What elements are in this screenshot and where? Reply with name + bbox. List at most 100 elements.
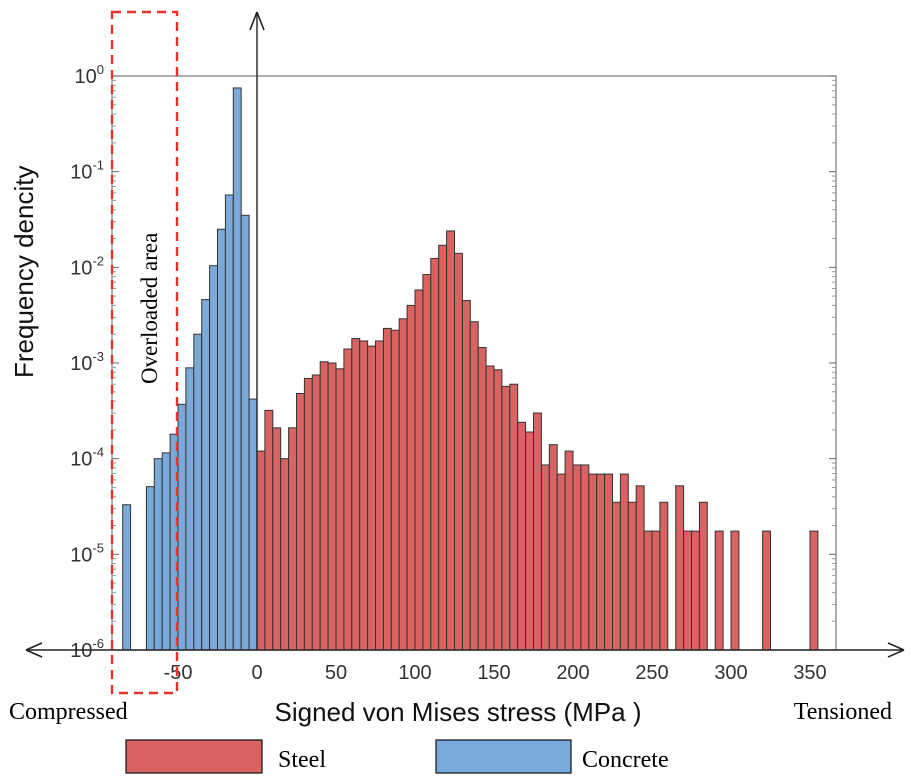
steel-bar: [675, 485, 685, 651]
steel-bar: [612, 501, 621, 651]
steel-bar: [501, 385, 511, 651]
concrete-bar: [248, 398, 258, 651]
steel-bar: [280, 458, 290, 651]
steel-bar: [469, 321, 479, 651]
steel-bar: [461, 300, 471, 651]
steel-bar: [548, 444, 558, 651]
steel-bar: [564, 450, 574, 651]
x-tick-label: 200: [556, 662, 589, 684]
steel-bar: [264, 409, 274, 651]
y-tick-exponent: -3: [92, 349, 104, 364]
steel-bar: [651, 530, 661, 651]
steel-bar: [659, 501, 669, 651]
y-tick-label: 10-2: [70, 253, 104, 279]
compressed-label: Compressed: [9, 699, 128, 725]
y-tick-label: 10-5: [70, 540, 104, 566]
steel-bar: [406, 304, 416, 651]
steel-bar: [477, 347, 487, 651]
steel-bar: [390, 329, 400, 651]
x-tick-label: 300: [714, 662, 747, 684]
steel-bar: [288, 427, 298, 651]
steel-bar: [762, 530, 771, 651]
steel-bar: [422, 274, 432, 651]
tensioned-label: Tensioned: [794, 699, 892, 725]
concrete-bar: [209, 265, 219, 651]
steel-bar: [493, 369, 503, 651]
steel-bar: [485, 365, 495, 651]
steel-bar: [714, 530, 724, 651]
steel-bar: [580, 464, 590, 651]
y-axis-label: Frequency dencity: [9, 166, 39, 378]
steel-bar: [438, 244, 448, 651]
y-tick-exponent: -6: [92, 636, 104, 651]
concrete-bar: [122, 504, 132, 651]
x-axis-label: Signed von Mises stress (MPa ): [274, 697, 641, 727]
steel-bar: [454, 252, 463, 651]
y-tick-exponent: -2: [92, 253, 104, 268]
steel-bar: [375, 340, 384, 651]
concrete-bar: [201, 299, 211, 651]
legend-steel-label: Steel: [278, 747, 326, 773]
steel-bar: [367, 345, 377, 651]
concrete-bar: [240, 214, 250, 651]
concrete-bar: [217, 228, 226, 651]
y-tick-exponent: -4: [92, 445, 104, 460]
x-axis-right-arrow-icon: [887, 642, 905, 658]
x-tick-label: 150: [477, 662, 510, 684]
legend-concrete-label: Concrete: [582, 747, 669, 773]
concrete-bar: [232, 87, 242, 651]
steel-bar: [619, 473, 629, 651]
y-tick-exponent: -1: [92, 158, 104, 173]
steel-bar: [359, 340, 369, 651]
y-tick-label: 10-6: [70, 636, 104, 662]
steel-bar: [533, 412, 542, 651]
steel-bar: [343, 348, 353, 651]
x-tick-label: 100: [398, 662, 431, 684]
y-tick-label: 10-3: [70, 349, 104, 375]
steel-bar: [430, 257, 440, 651]
y-tick-base: 10: [70, 449, 92, 471]
steel-bar: [730, 530, 740, 651]
y-tick-label: 100: [75, 62, 104, 88]
x-tick-label: 0: [251, 662, 262, 684]
steel-bar: [643, 530, 653, 651]
concrete-bar: [169, 433, 179, 651]
overloaded-area-box: [110, 10, 179, 695]
steel-bar: [572, 464, 582, 651]
steel-bar: [296, 392, 305, 651]
y-tick-base: 10: [70, 640, 92, 662]
x-tick-label: 250: [635, 662, 668, 684]
steel-bar: [525, 431, 534, 651]
y-axis-up-arrow-icon: [249, 11, 265, 31]
x-axis-ticks: -50 0 50 100 150 200 250 300 350: [164, 662, 827, 684]
x-tick-label: 50: [325, 662, 347, 684]
steel-bar: [382, 327, 392, 651]
y-tick-base: 10: [70, 257, 92, 279]
steel-bar: [303, 377, 313, 651]
steel-bar: [517, 421, 527, 651]
steel-bar: [335, 368, 345, 651]
legend-steel-swatch: [125, 739, 263, 774]
concrete-bar: [153, 458, 163, 651]
steel-bars: [256, 230, 819, 651]
x-tick-label: 350: [793, 662, 826, 684]
steel-bar: [509, 383, 519, 651]
steel-bar: [698, 501, 708, 651]
steel-bar: [635, 485, 645, 651]
overloaded-area-label: Overloaded area: [137, 233, 162, 384]
y-tick-base: 10: [75, 66, 97, 88]
steel-bar: [327, 362, 337, 651]
y-tick-base: 10: [70, 544, 92, 566]
steel-bar: [414, 289, 424, 651]
concrete-bar: [161, 452, 171, 651]
steel-bar: [351, 338, 361, 651]
steel-bar: [398, 318, 408, 651]
concrete-bar: [224, 194, 234, 651]
steel-bar: [683, 530, 692, 651]
steel-bar: [272, 427, 282, 651]
steel-bar: [446, 230, 456, 651]
steel-bar: [556, 473, 566, 651]
y-tick-exponent: -5: [92, 540, 104, 555]
